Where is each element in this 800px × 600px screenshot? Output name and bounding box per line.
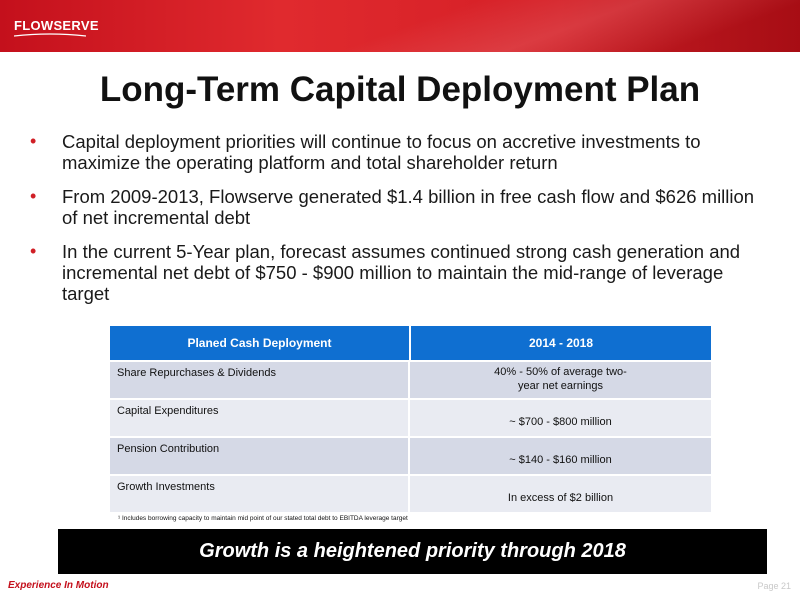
bullet-item: • From 2009-2013, Flowserve generated $1… xyxy=(30,186,770,228)
slide-title: Long-Term Capital Deployment Plan xyxy=(99,70,701,109)
table-header-cell: Planed Cash Deployment xyxy=(110,326,411,360)
table-cell-label: Growth Investments xyxy=(110,476,410,512)
table-cell-value: In excess of $2 billion xyxy=(507,492,614,504)
bullet-text: In the current 5-Year plan, forecast ass… xyxy=(62,241,741,304)
bullet-marker: • xyxy=(30,241,37,261)
bullet-text: Capital deployment priorities will conti… xyxy=(62,131,701,173)
bullet-marker: • xyxy=(30,186,37,206)
table-row: Pension Contribution ~ $140 - $160 milli… xyxy=(110,436,711,474)
table-header-cell: 2014 - 2018 xyxy=(528,336,594,350)
table-footnote: ¹ Includes borrowing capacity to maintai… xyxy=(118,515,408,522)
bullet-text: From 2009-2013, Flowserve generated $1.4… xyxy=(62,186,755,228)
logo-text: FLOWSERVE xyxy=(14,18,99,33)
table-row: Share Repurchases & Dividends 40% - 50% … xyxy=(110,360,711,398)
flowserve-logo: FLOWSERVE xyxy=(14,18,99,37)
table-cell-value: ~ $140 - $160 million xyxy=(509,454,612,466)
table-row: Growth Investments In excess of $2 billi… xyxy=(110,474,711,512)
page-number: Page 21 xyxy=(757,581,791,591)
bullet-list: • Capital deployment priorities will con… xyxy=(30,131,770,317)
bullet-item: • Capital deployment priorities will con… xyxy=(30,131,770,173)
table-row: Capital Expenditures ~ $700 - $800 milli… xyxy=(110,398,711,436)
table-cell-label: Capital Expenditures xyxy=(110,400,410,436)
table-cell-label: Share Repurchases & Dividends xyxy=(110,362,410,398)
header-bar: FLOWSERVE xyxy=(0,0,800,52)
table-body: Share Repurchases & Dividends 40% - 50% … xyxy=(110,360,711,512)
table-cell-value: 40% - 50% of average two-year net earnin… xyxy=(494,366,627,392)
header-shine xyxy=(280,0,800,52)
table-header-row: Planed Cash Deployment 2014 - 2018 xyxy=(110,326,711,360)
table-cell-value: ~ $700 - $800 million xyxy=(509,416,612,428)
bullet-item: • In the current 5-Year plan, forecast a… xyxy=(30,241,770,304)
priority-banner: Growth is a heightened priority through … xyxy=(58,529,767,574)
cash-deployment-table: Planed Cash Deployment 2014 - 2018 Share… xyxy=(110,326,711,512)
banner-text: Growth is a heightened priority through … xyxy=(199,540,626,562)
footer-tagline: Experience In Motion xyxy=(8,580,109,591)
logo-swoosh-icon xyxy=(14,33,86,37)
bullet-marker: • xyxy=(30,131,37,151)
table-cell-label: Pension Contribution xyxy=(110,438,410,474)
